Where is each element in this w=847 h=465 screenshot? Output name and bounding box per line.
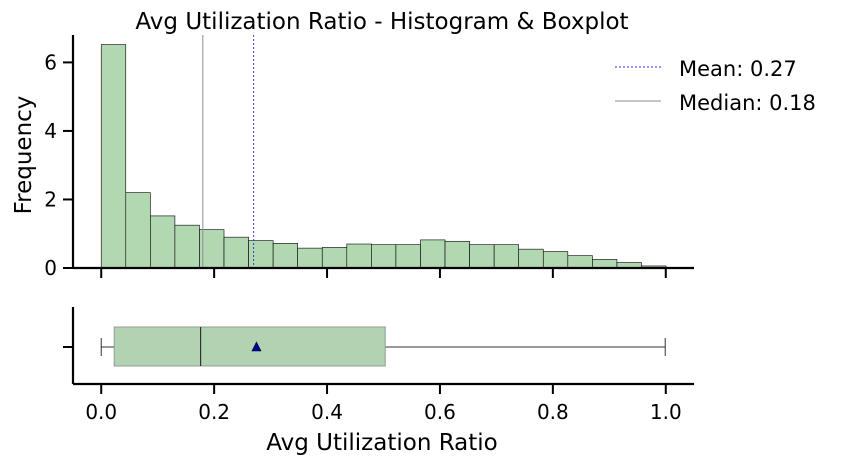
histogram-bar	[150, 215, 176, 269]
histogram-bar	[444, 240, 470, 269]
hist-y-ticks: 0 2 4 6	[44, 50, 73, 280]
legend: Mean: 0.27 Median: 0.18	[615, 57, 816, 115]
y-axis-label: Frequency	[11, 96, 37, 215]
histogram-bar	[469, 244, 495, 269]
histogram-bar	[395, 244, 421, 269]
histogram-bar	[100, 44, 127, 269]
histogram-bar	[592, 259, 618, 269]
box-x-tick-label: 0.4	[311, 400, 343, 424]
histogram-bar	[371, 244, 397, 269]
histogram-bar	[567, 255, 593, 269]
legend-mean-label: Mean: 0.27	[679, 57, 797, 81]
histogram-bar	[174, 224, 200, 269]
box-iqr	[113, 326, 386, 367]
box-x-tick-label: 0.6	[424, 400, 456, 424]
histogram-bar	[199, 229, 225, 269]
x-axis-label: Avg Utilization Ratio	[266, 430, 498, 456]
box-x-tick-label: 0.2	[198, 400, 230, 424]
histogram-bar	[346, 243, 372, 269]
histogram-bar	[248, 240, 274, 269]
box-x-tick-label: 0.8	[537, 400, 569, 424]
histogram-bar	[125, 192, 151, 269]
box-mean-marker	[251, 341, 262, 352]
histogram-bar	[272, 243, 298, 269]
hist-y-tick-label: 2	[44, 187, 57, 211]
histogram-bar	[420, 239, 446, 269]
histogram-bars	[100, 44, 667, 269]
hist-y-tick-label: 0	[44, 256, 57, 280]
hist-y-tick-label: 4	[44, 119, 57, 143]
hist-y-tick-label: 6	[44, 50, 57, 74]
legend-median-label: Median: 0.18	[679, 91, 816, 115]
histogram-bar	[297, 247, 323, 269]
histogram-bar	[542, 251, 569, 269]
box-x-tick-label: 0.0	[85, 400, 117, 424]
box-x-tick-label: 1.0	[650, 400, 682, 424]
hist-x-ticks	[100, 268, 667, 278]
boxplot	[100, 326, 666, 367]
histogram-bar	[223, 236, 249, 269]
histogram-bar	[321, 247, 348, 269]
chart-title: Avg Utilization Ratio - Histogram & Boxp…	[135, 9, 628, 35]
box-x-ticks: 0.0 0.2 0.4 0.6 0.8 1.0	[85, 384, 682, 424]
histogram-bar	[493, 244, 520, 269]
histogram-bar	[518, 248, 544, 269]
